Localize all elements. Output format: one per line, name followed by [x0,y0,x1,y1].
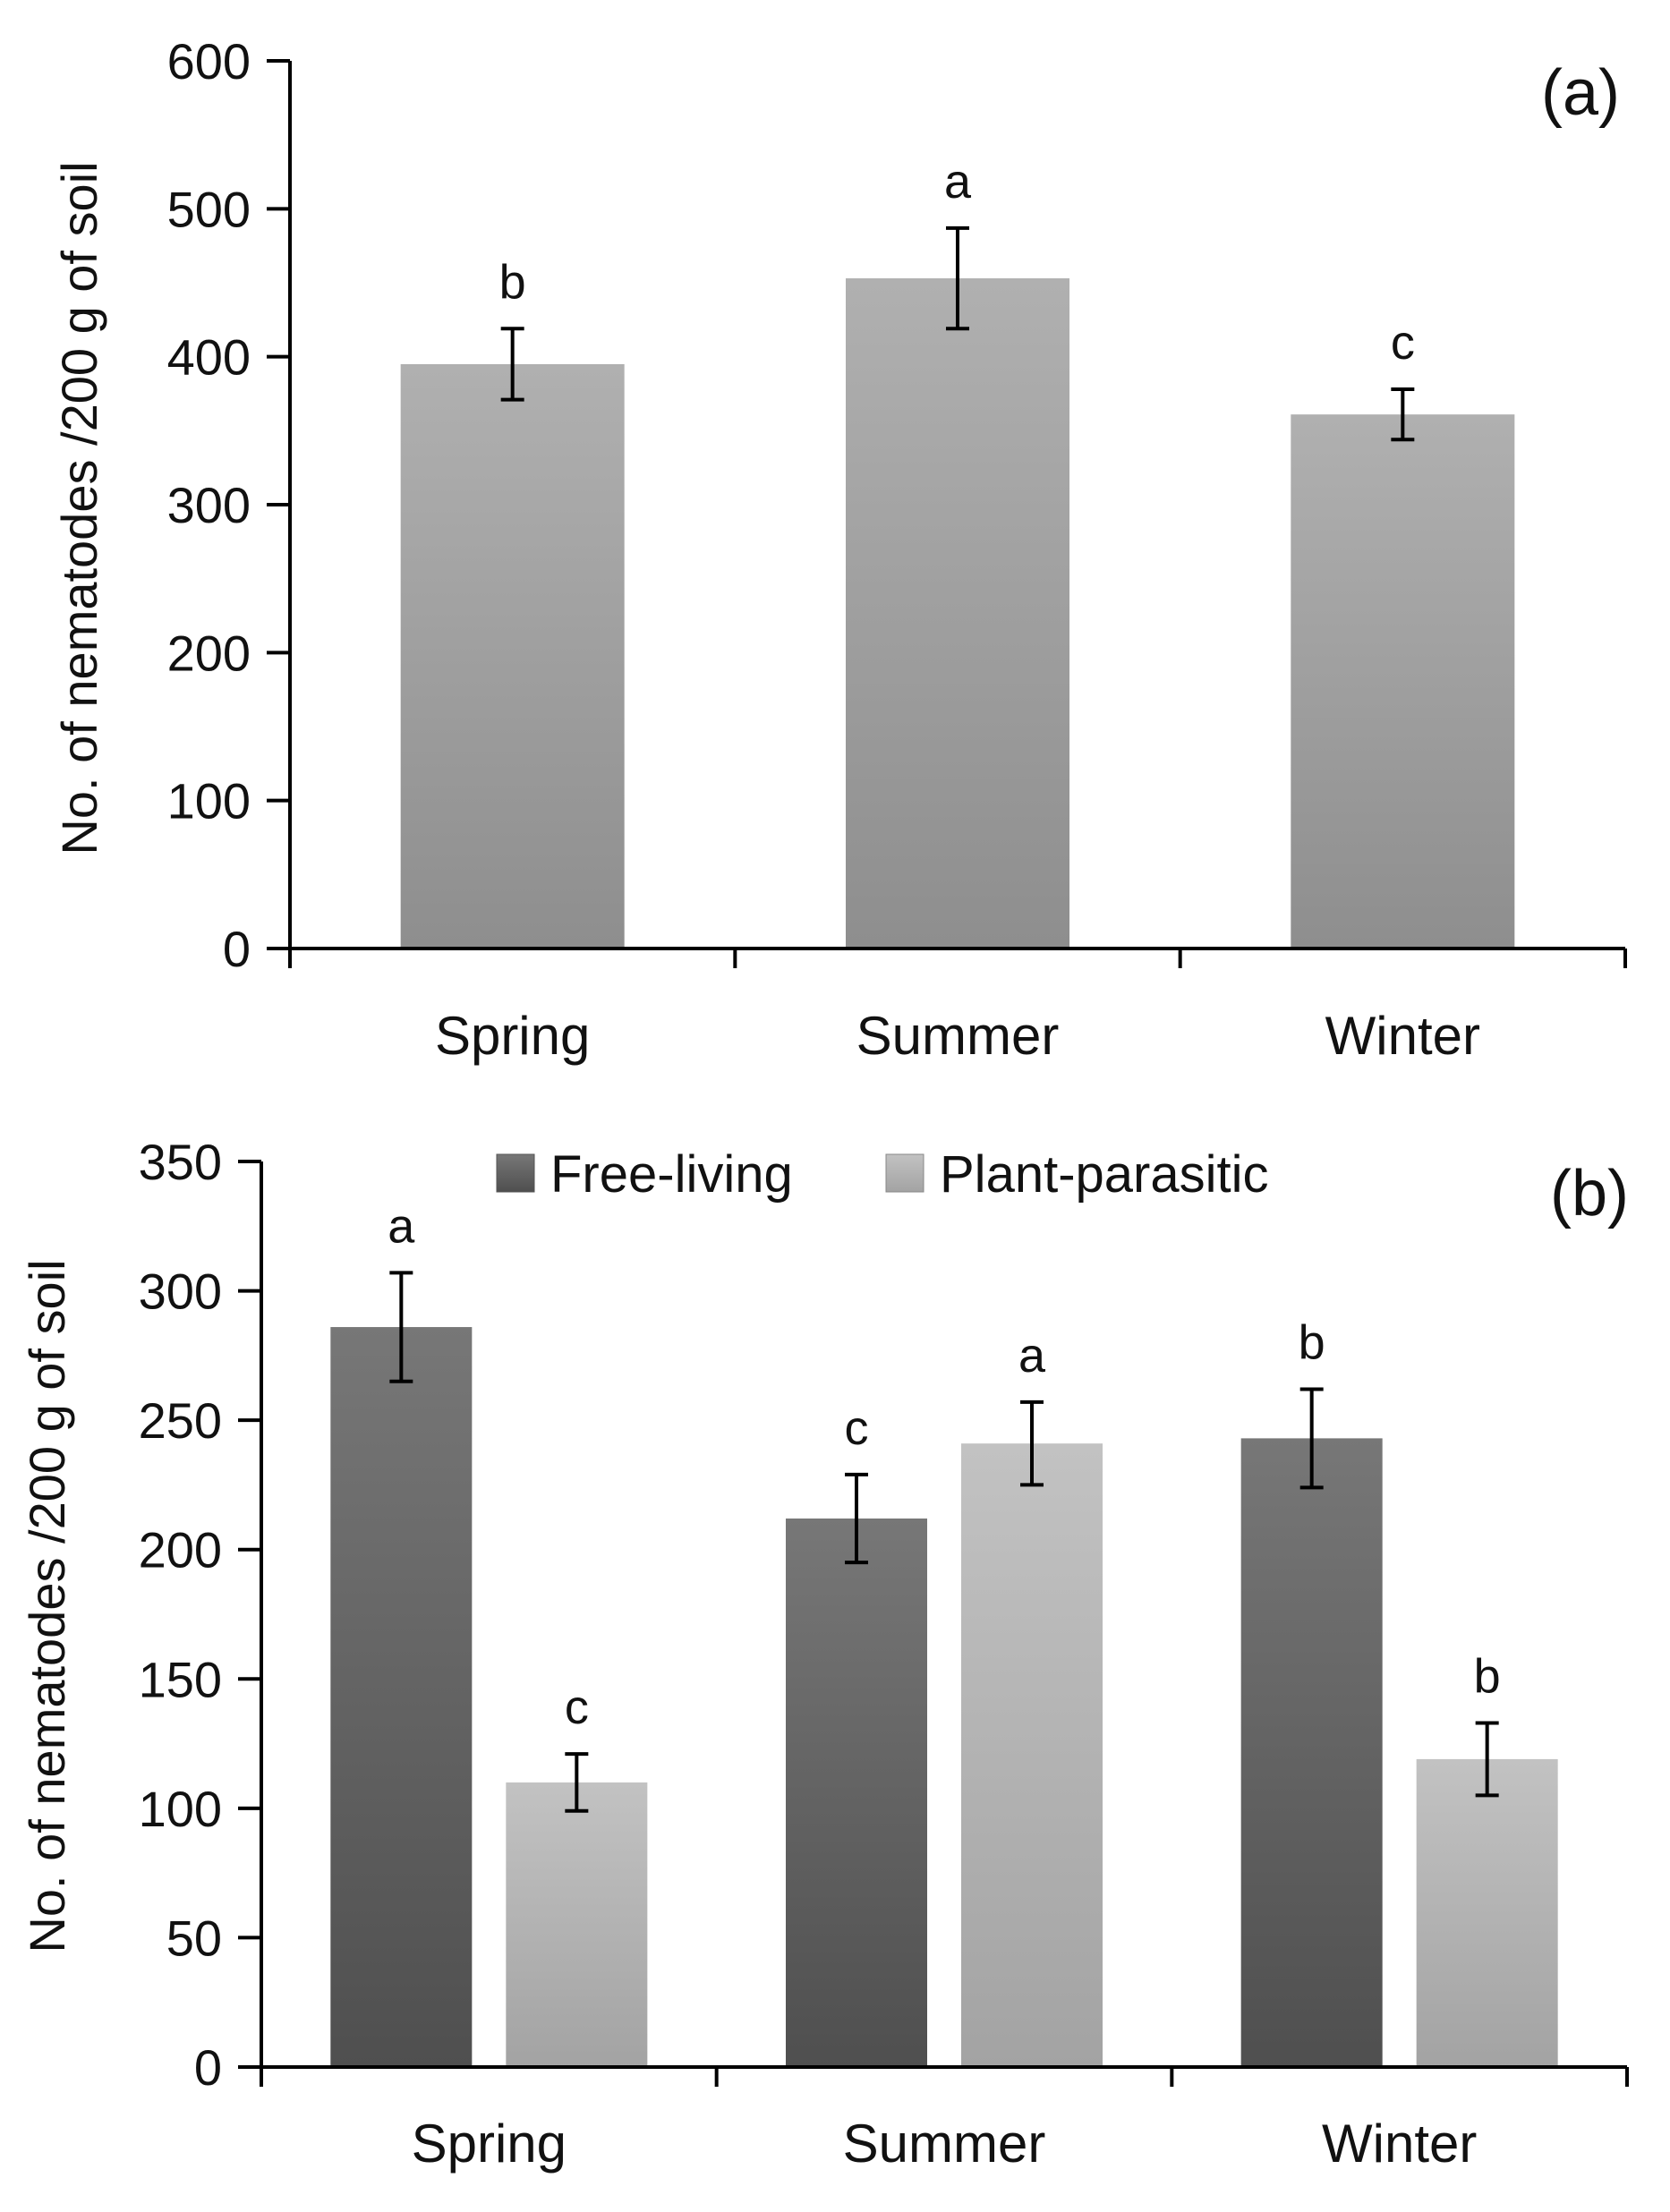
panel-b-significance-letter: b [1474,1649,1501,1703]
panel-b-y-tick-label: 350 [139,1134,222,1190]
panel-b-y-tick-label: 200 [139,1522,222,1578]
panel-a-significance-letter: a [944,155,972,208]
panel-a-y-tick-label: 0 [223,921,251,977]
panel-b-bars: a c b c a b [330,1199,1558,2067]
panel-a-category-label: Summer [856,1006,1060,1066]
panel-a-significance-letter: c [1391,316,1415,370]
panel-b-significance-letter: a [1018,1329,1046,1382]
panel-a-bar [846,278,1069,949]
panel-a-chart: (a) No. of nematodes /200 g of soil bac … [51,33,1627,1066]
legend-label-free-living: Free-living [550,1145,793,1204]
panel-b-y-tick-label: 50 [166,1910,222,1966]
panel-a-y-tick-label: 200 [167,625,251,681]
panel-b-y-axis-label: No. of nematodes /200 g of soil [19,1259,75,1953]
legend-label-plant-parasitic: Plant-parasitic [940,1145,1268,1204]
panel-b-bar [1416,1758,1558,2067]
panel-a-significance-letter: b [499,255,526,309]
panel-b-chart: (b) No. of nematodes /200 g of soil Free… [19,1134,1629,2174]
panel-a-y-axis-label: No. of nematodes /200 g of soil [51,161,107,855]
panel-a-bars: b a c [400,155,1515,949]
legend: Free-living Plant-parasitic [496,1145,1268,1204]
panel-a-y-tick-label: 600 [167,33,251,89]
panel-b-significance-letter: c [845,1401,869,1455]
panel-b-y-tick-label: 100 [139,1781,222,1837]
panel-b-y-tick-label: 0 [194,2039,222,2096]
panel-a-y-tick-label: 300 [167,477,251,533]
panel-a-axes: 0 100 200 300 400 500 600 Spring Summer Winter [167,33,1627,1066]
panel-a-bar [1291,414,1515,949]
legend-swatch-plant-parasitic [885,1153,924,1193]
panel-b-y-tick-label: 300 [139,1263,222,1320]
panel-b-category-label: Summer [843,2114,1046,2174]
panel-b-significance-letter: c [565,1680,589,1734]
panel-a-y-tick-label: 100 [167,773,251,830]
panel-b-bar [786,1519,927,2067]
panel-b-bar [1240,1438,1383,2067]
panel-b-y-tick-label: 250 [139,1392,222,1449]
panel-b-bar [330,1327,473,2067]
panel-b-significance-letter: a [388,1199,415,1253]
panel-b-significance-letter: b [1299,1315,1325,1369]
panel-a-category-label: Spring [435,1006,590,1066]
panel-a-y-tick-label: 400 [167,329,251,386]
panel-b-y-tick-label: 150 [139,1651,222,1707]
panel-b-axes: 0 50 100 150 200 250 300 350 Spring Summer Winter [139,1134,1629,2174]
panel-a-bar [400,363,625,949]
panel-b-category-label: Spring [412,2114,567,2174]
panel-b-bar [961,1443,1103,2067]
panel-b-tag: (b) [1550,1158,1629,1229]
panel-a-category-label: Winter [1325,1006,1480,1066]
panel-a-tag: (a) [1541,57,1620,129]
panel-b-category-label: Winter [1322,2114,1477,2174]
panel-a-y-tick-label: 500 [167,181,251,237]
panel-b-bar [506,1782,648,2067]
legend-swatch-free-living [496,1153,535,1193]
